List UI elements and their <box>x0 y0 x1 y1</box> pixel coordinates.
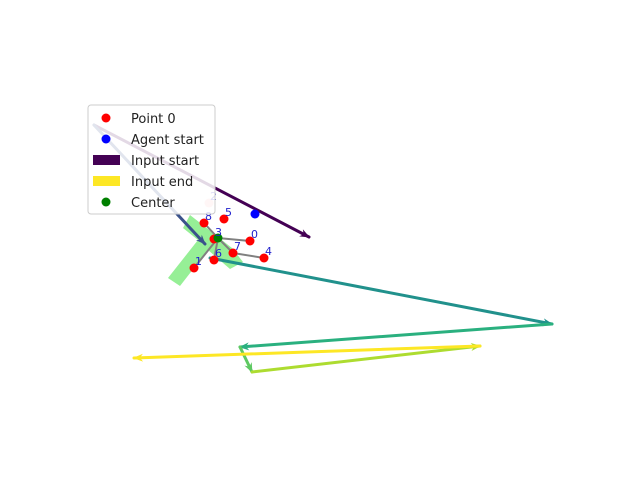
point-label: 1 <box>195 255 202 268</box>
trajectory-segment <box>250 343 482 374</box>
point-label: 3 <box>215 226 222 239</box>
center-marker <box>213 233 223 243</box>
legend-frame <box>87 104 216 215</box>
legend-marker <box>93 155 120 165</box>
legend-marker <box>93 176 120 186</box>
agent-start-marker <box>250 209 260 219</box>
shaded-region-layer <box>168 215 243 286</box>
legend-label: Center <box>131 196 175 211</box>
legend-label: Input end <box>131 175 193 190</box>
point-label: 5 <box>225 206 232 219</box>
connection-line <box>232 252 265 259</box>
legend-marker <box>101 134 111 144</box>
legend: Point 0 Agent start Input start Input end Ce… <box>87 104 216 215</box>
point-label: 0 <box>251 228 258 241</box>
legend-marker <box>101 113 111 123</box>
legend-marker <box>101 197 111 207</box>
point-marker <box>259 253 269 263</box>
point-marker <box>228 248 238 258</box>
legend-label: Agent start <box>131 133 204 148</box>
point-label: 8 <box>205 210 212 223</box>
point-label: 6 <box>215 247 222 260</box>
connection-line <box>217 237 251 242</box>
point-marker <box>245 236 255 246</box>
trajectory-segment <box>208 256 554 327</box>
legend-label: Point 0 <box>131 112 176 127</box>
trajectory-segment <box>238 322 554 351</box>
trajectory-segment <box>132 344 482 362</box>
trajectory-segment <box>238 345 254 374</box>
point-marker <box>199 218 209 228</box>
shaded-region <box>168 215 243 286</box>
point-label: 4 <box>265 245 272 258</box>
point-label: 7 <box>234 240 241 253</box>
legend-label: Input start <box>131 154 199 169</box>
point-marker <box>219 214 229 224</box>
points-layer <box>189 198 269 273</box>
point-marker <box>189 263 199 273</box>
point-marker <box>209 255 219 265</box>
